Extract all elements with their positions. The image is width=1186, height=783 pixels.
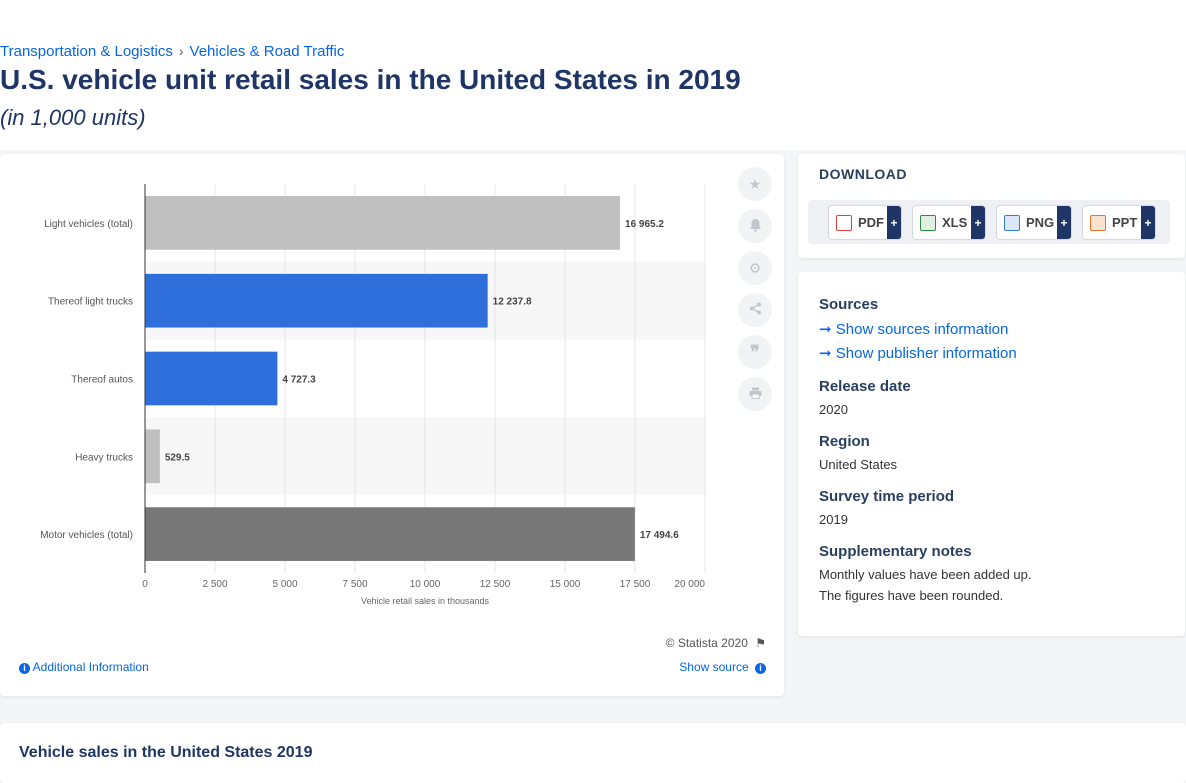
bar-1[interactable] bbox=[145, 273, 488, 328]
notes-line-1: Monthly values have been added up. bbox=[819, 567, 1032, 582]
sources-heading: Sources bbox=[819, 296, 879, 313]
cite-button[interactable]: ❞ bbox=[738, 335, 772, 369]
category-label-1: Thereof light trucks bbox=[48, 297, 133, 308]
additional-information-link[interactable]: i Additional Information bbox=[19, 660, 149, 674]
info-icon: i bbox=[19, 663, 30, 674]
show-source-link[interactable]: Show source i bbox=[679, 660, 766, 674]
show-source-label: Show source bbox=[679, 660, 749, 674]
related-title: Vehicle sales in the United States 2019 bbox=[19, 744, 313, 761]
flag-icon: ⚑ bbox=[755, 636, 766, 650]
release-date-value: 2020 bbox=[819, 402, 848, 417]
related-section: Vehicle sales in the United States 2019 bbox=[0, 723, 1186, 783]
category-label-0: Light vehicles (total) bbox=[44, 219, 133, 230]
print-icon bbox=[749, 386, 762, 402]
download-xls-button[interactable]: XLS + bbox=[912, 205, 986, 240]
credit-text: © Statista 2020 bbox=[665, 636, 748, 650]
category-label-2: Thereof autos bbox=[71, 375, 133, 386]
pdf-plus[interactable]: + bbox=[887, 206, 901, 239]
download-png-button[interactable]: PNG + bbox=[996, 205, 1072, 240]
ppt-plus[interactable]: + bbox=[1141, 206, 1155, 239]
info-card: Sources ➞ Show sources information ➞ Sho… bbox=[798, 272, 1185, 636]
header-band bbox=[0, 0, 1186, 150]
star-icon: ★ bbox=[748, 175, 762, 192]
download-ppt-button[interactable]: PPT + bbox=[1082, 205, 1156, 240]
gear-icon: ⚙ bbox=[748, 259, 762, 276]
settings-button[interactable]: ⚙ bbox=[738, 251, 772, 285]
bell-icon bbox=[749, 218, 762, 235]
value-label-4: 17 494.6 bbox=[640, 530, 679, 541]
show-publisher-label: Show publisher information bbox=[835, 345, 1017, 362]
share-icon bbox=[749, 302, 762, 318]
x-axis-label: Vehicle retail sales in thousands bbox=[361, 596, 490, 606]
x-tick-label-8: 20 000 bbox=[674, 579, 705, 590]
download-xls-label: XLS bbox=[942, 215, 968, 230]
value-label-3: 529.5 bbox=[165, 452, 190, 463]
breadcrumb-item-vehicles[interactable]: Vehicles & Road Traffic bbox=[189, 43, 345, 60]
png-plus[interactable]: + bbox=[1057, 206, 1071, 239]
survey-heading: Survey time period bbox=[819, 488, 955, 505]
x-tick-label-0: 0 bbox=[142, 579, 148, 590]
region-heading: Region bbox=[819, 433, 870, 450]
breadcrumb: Transportation & Logistics › Vehicles & Ro… bbox=[0, 43, 344, 60]
pdf-icon bbox=[836, 214, 852, 231]
value-label-0: 16 965.2 bbox=[625, 219, 664, 230]
ppt-icon bbox=[1090, 214, 1106, 231]
chart-card: Light vehicles (total) 16 965.2 Thereof li… bbox=[0, 154, 784, 696]
x-tick-label-7: 17 500 bbox=[620, 579, 651, 590]
x-tick-label-5: 12 500 bbox=[480, 579, 511, 590]
bar-3[interactable] bbox=[145, 429, 160, 484]
notification-button[interactable] bbox=[738, 209, 772, 243]
notes-heading: Supplementary notes bbox=[819, 543, 972, 560]
x-tick-label-2: 5 000 bbox=[272, 579, 297, 590]
bar-4[interactable] bbox=[145, 507, 635, 561]
show-sources-link[interactable]: ➞ Show sources information bbox=[819, 320, 1008, 338]
x-tick-label-1: 2 500 bbox=[202, 579, 227, 590]
download-card: DOWNLOAD PDF + XLS + PNG + PPT + bbox=[798, 154, 1185, 258]
category-label-3: Heavy trucks bbox=[75, 452, 133, 463]
png-icon bbox=[1004, 214, 1020, 231]
download-pdf-button[interactable]: PDF + bbox=[828, 205, 902, 240]
breadcrumb-separator: › bbox=[178, 43, 184, 59]
survey-value: 2019 bbox=[819, 512, 848, 527]
bar-chart: Light vehicles (total) 16 965.2 Thereof li… bbox=[40, 184, 706, 606]
xls-icon bbox=[920, 214, 936, 231]
additional-information-label: Additional Information bbox=[32, 660, 149, 674]
x-tick-label-3: 7 500 bbox=[342, 579, 367, 590]
download-buttons: PDF + XLS + PNG + PPT + bbox=[808, 200, 1170, 244]
download-pdf-label: PDF bbox=[858, 215, 884, 230]
show-sources-label: Show sources information bbox=[835, 321, 1009, 338]
download-title: DOWNLOAD bbox=[819, 166, 907, 182]
arrow-right-icon: ➞ bbox=[819, 345, 832, 362]
bar-2[interactable] bbox=[145, 351, 278, 406]
value-label-2: 4 727.3 bbox=[282, 375, 316, 386]
page-title: U.S. vehicle unit retail sales in the Un… bbox=[0, 64, 741, 95]
share-button[interactable] bbox=[738, 293, 772, 327]
statista-credit: © Statista 2020 ⚑ bbox=[666, 636, 766, 650]
x-tick-label-6: 15 000 bbox=[550, 579, 581, 590]
release-date-heading: Release date bbox=[819, 378, 911, 395]
value-label-1: 12 237.8 bbox=[493, 297, 532, 308]
page-subtitle: (in 1,000 units) bbox=[0, 105, 146, 130]
arrow-right-icon: ➞ bbox=[819, 321, 832, 338]
show-publisher-link[interactable]: ➞ Show publisher information bbox=[819, 344, 1017, 362]
region-value: United States bbox=[819, 457, 898, 472]
category-label-4: Motor vehicles (total) bbox=[40, 530, 133, 541]
x-tick-label-4: 10 000 bbox=[410, 579, 441, 590]
download-png-label: PNG bbox=[1026, 215, 1055, 230]
favorite-button[interactable]: ★ bbox=[738, 167, 772, 201]
download-ppt-label: PPT bbox=[1112, 215, 1138, 230]
xls-plus[interactable]: + bbox=[971, 206, 985, 239]
bar-0[interactable] bbox=[145, 196, 621, 250]
info-icon: i bbox=[755, 663, 766, 674]
breadcrumb-item-transportation[interactable]: Transportation & Logistics bbox=[0, 43, 173, 60]
quote-icon: ❞ bbox=[750, 341, 760, 362]
print-button[interactable] bbox=[738, 377, 772, 411]
notes-line-2: The figures have been rounded. bbox=[819, 588, 1004, 603]
